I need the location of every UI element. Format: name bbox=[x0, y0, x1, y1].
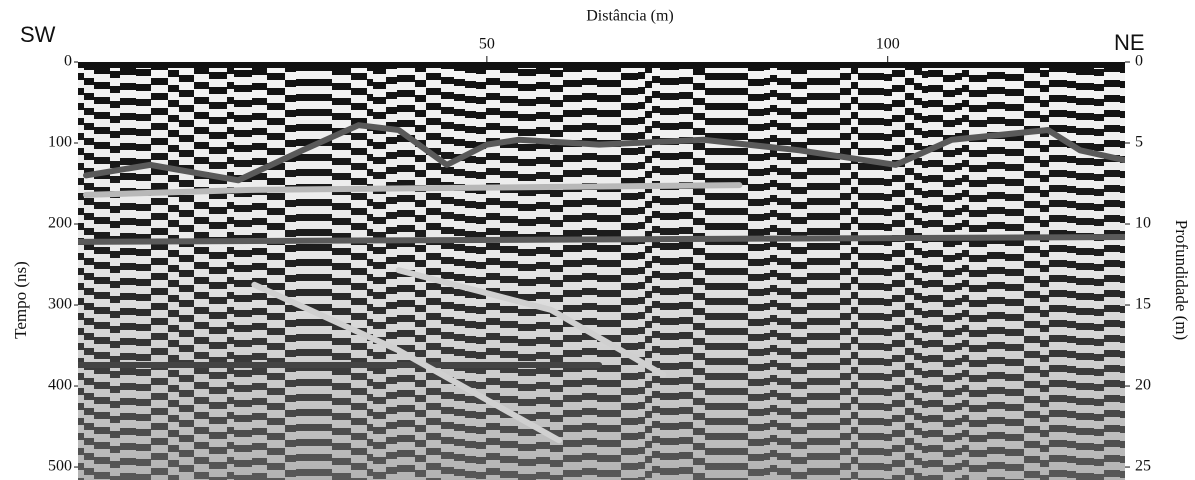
y-tick-label: 400 bbox=[48, 377, 72, 394]
y2-axis-label: Profundidade (m) bbox=[1172, 220, 1191, 340]
y2-tick-label: 5 bbox=[1135, 134, 1143, 151]
y2-tick-label: 25 bbox=[1135, 458, 1151, 475]
y2-tick-label: 0 bbox=[1135, 53, 1143, 70]
ne-label: NE bbox=[1114, 30, 1145, 55]
interpretation-line bbox=[83, 122, 1125, 184]
interpretation-line bbox=[251, 281, 563, 444]
x-tick-label: 50 bbox=[479, 36, 495, 53]
y2-tick-label: 15 bbox=[1135, 296, 1151, 313]
x-axis-label: Distância (m) bbox=[586, 8, 674, 25]
y-axis-label: Tempo (ns) bbox=[11, 261, 30, 339]
interpretation-lines bbox=[78, 122, 1125, 444]
interpretation-line bbox=[395, 267, 667, 378]
y-tick-label: 500 bbox=[48, 458, 72, 475]
radargram-shading bbox=[78, 62, 1125, 480]
y-tick-label: 300 bbox=[48, 296, 72, 313]
interpretation-line bbox=[78, 233, 1125, 245]
sw-label: SW bbox=[20, 22, 56, 47]
y2-tick-label: 20 bbox=[1135, 377, 1151, 394]
y-tick-label: 0 bbox=[64, 53, 72, 70]
x-tick-label: 100 bbox=[876, 36, 900, 53]
y2-tick-label: 10 bbox=[1135, 215, 1151, 232]
y-tick-label: 100 bbox=[48, 134, 72, 151]
interpretation-line bbox=[83, 182, 743, 198]
y-tick-label: 200 bbox=[48, 215, 72, 232]
